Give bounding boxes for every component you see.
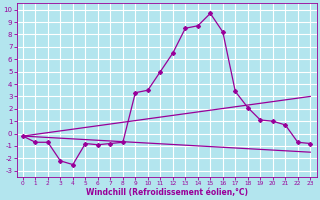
X-axis label: Windchill (Refroidissement éolien,°C): Windchill (Refroidissement éolien,°C) [85,188,248,197]
